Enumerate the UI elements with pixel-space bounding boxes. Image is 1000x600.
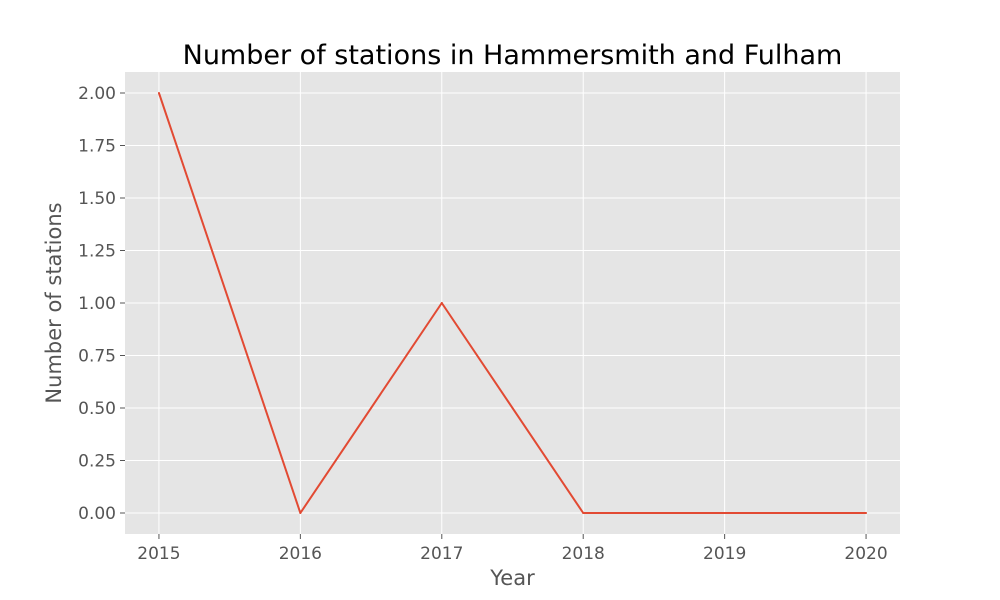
x-tick-label: 2019 (703, 544, 746, 564)
data-point (440, 302, 443, 304)
y-tick-label: 0.75 (78, 347, 116, 367)
data-point (157, 92, 160, 94)
series-layer (157, 92, 868, 514)
y-tick-label: 1.50 (78, 189, 116, 209)
x-tick-label: 2020 (844, 544, 887, 564)
y-tick-label: 1.75 (78, 137, 116, 157)
chart-title: Number of stations in Hammersmith and Fu… (183, 40, 843, 71)
y-tick-label: 1.00 (78, 294, 116, 314)
x-tick-label: 2016 (279, 544, 322, 564)
y-axis-label: Number of stations (42, 202, 66, 403)
y-tick-label: 1.25 (78, 242, 116, 262)
y-tick-label: 0.00 (78, 504, 116, 524)
y-tick-label: 2.00 (78, 84, 116, 104)
x-tick-label: 2017 (420, 544, 463, 564)
data-point (865, 512, 868, 514)
x-tick-label: 2015 (137, 544, 180, 564)
data-point (582, 512, 585, 514)
x-tick-labels: 2015 2016 2017 2018 2019 2020 (137, 534, 888, 564)
y-tick-labels: 0.00 0.25 0.50 0.75 1.00 1.25 1.50 1.75 2.00 (78, 84, 125, 524)
data-point (299, 512, 302, 514)
x-axis-label: Year (489, 566, 535, 590)
y-tick-label: 0.50 (78, 399, 116, 419)
series-line-0 (157, 92, 867, 514)
y-tick-label: 0.25 (78, 452, 116, 472)
data-point (723, 512, 726, 514)
x-tick-label: 2018 (562, 544, 605, 564)
